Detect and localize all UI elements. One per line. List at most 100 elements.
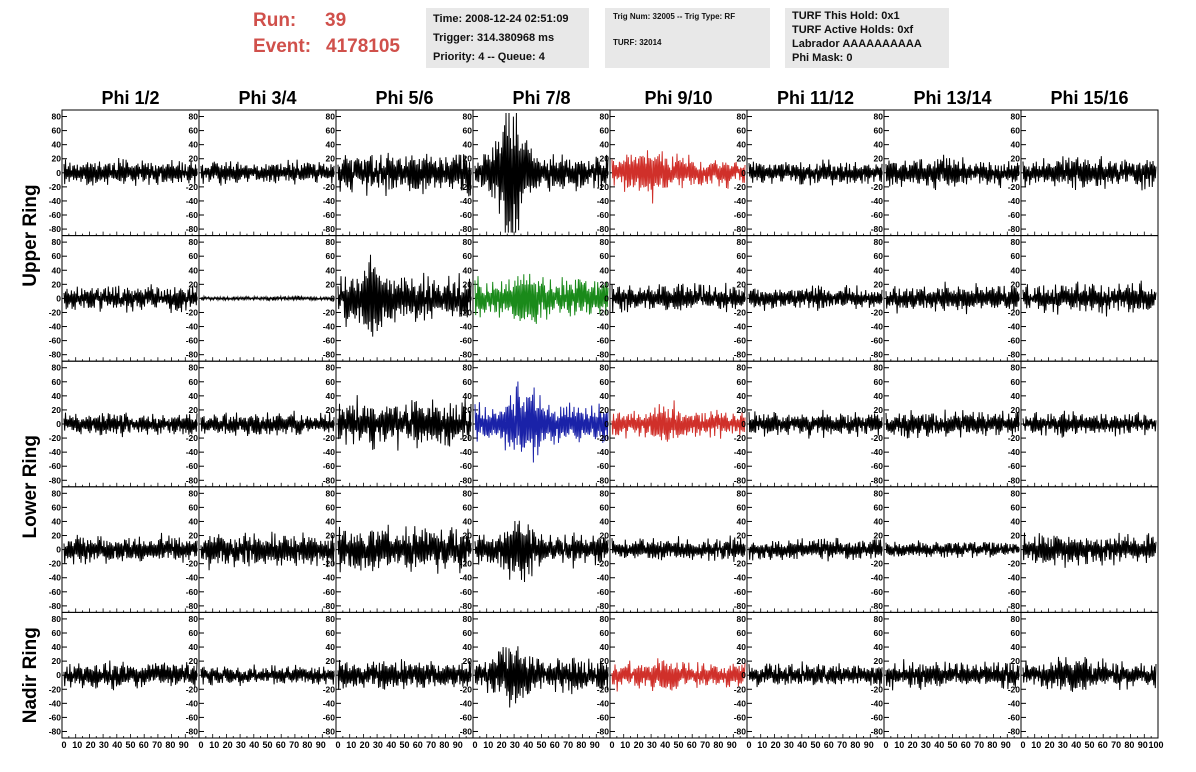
y-tick-label: 0	[741, 168, 746, 178]
y-tick-label: -40	[186, 573, 199, 583]
y-tick-label: 20	[52, 279, 62, 289]
y-tick-label: -20	[734, 182, 747, 192]
column-title: Phi 9/10	[644, 88, 712, 108]
y-tick-label: 60	[326, 628, 336, 638]
y-tick-label: 20	[463, 279, 473, 289]
x-tick-label: 90	[1138, 740, 1148, 750]
x-tick-label: 50	[262, 740, 272, 750]
y-tick-label: 80	[874, 112, 884, 122]
x-tick-label: 40	[386, 740, 396, 750]
y-tick-label: 60	[1011, 126, 1021, 136]
y-tick-label: -20	[49, 433, 62, 443]
y-tick-label: 40	[52, 642, 62, 652]
x-tick-label: 60	[961, 740, 971, 750]
y-tick-label: 0	[1015, 419, 1020, 429]
y-tick-label: -80	[186, 601, 199, 611]
y-tick-label: 0	[193, 670, 198, 680]
column-title: Phi 3/4	[238, 88, 296, 108]
x-tick-label: 10	[1031, 740, 1041, 750]
y-tick-label: 20	[737, 656, 747, 666]
y-tick-label: 60	[189, 502, 199, 512]
y-tick-label: -40	[323, 573, 336, 583]
y-tick-label: -20	[323, 684, 336, 694]
y-tick-label: 20	[737, 405, 747, 415]
waveform-normal	[200, 159, 335, 186]
y-tick-label: 20	[737, 531, 747, 541]
y-tick-label: 0	[1015, 545, 1020, 555]
waveform-normal	[748, 661, 883, 688]
x-tick-label: 80	[576, 740, 586, 750]
trigger-info-box: Trig Num: 32005 -- Trig Type: RF TURF: 3…	[605, 8, 770, 68]
y-tick-label: -60	[871, 210, 884, 220]
time-info-box: Time: 2008-12-24 02:51:09 Trigger: 314.3…	[426, 8, 589, 68]
x-tick-label: 70	[563, 740, 573, 750]
waveform-normal	[611, 282, 746, 313]
x-tick-label: 40	[797, 740, 807, 750]
y-tick-label: 20	[874, 154, 884, 164]
y-tick-label: 0	[467, 419, 472, 429]
waveform-normal	[748, 159, 883, 186]
waveform-normal	[1022, 156, 1157, 191]
x-tick-label: 0	[61, 740, 66, 750]
y-tick-label: 60	[874, 126, 884, 136]
y-tick-label: 80	[600, 488, 610, 498]
y-tick-label: 80	[874, 363, 884, 373]
y-tick-label: -60	[49, 336, 62, 346]
y-tick-label: 80	[52, 614, 62, 624]
y-tick-label: 80	[737, 112, 747, 122]
y-tick-label: 20	[52, 405, 62, 415]
x-tick-label: 90	[864, 740, 874, 750]
y-tick-label: 60	[737, 251, 747, 261]
x-tick-label: 10	[483, 740, 493, 750]
y-tick-label: -80	[734, 350, 747, 360]
y-tick-label: 0	[330, 168, 335, 178]
y-tick-label: 60	[326, 502, 336, 512]
y-tick-label: 20	[52, 154, 62, 164]
waveform-normal	[474, 112, 609, 233]
y-tick-label: -80	[734, 601, 747, 611]
x-tick-label: 60	[550, 740, 560, 750]
waveform-normal	[885, 659, 1020, 691]
x-tick-label: 80	[987, 740, 997, 750]
y-tick-label: 20	[1011, 656, 1021, 666]
y-tick-label: -60	[734, 461, 747, 471]
y-tick-label: -20	[1008, 684, 1021, 694]
y-tick-label: 0	[330, 293, 335, 303]
y-tick-label: -80	[323, 350, 336, 360]
y-tick-label: -20	[734, 433, 747, 443]
x-tick-label: 40	[112, 740, 122, 750]
y-tick-label: 0	[741, 419, 746, 429]
y-tick-label: 60	[1011, 628, 1021, 638]
y-tick-label: 60	[189, 377, 199, 387]
y-tick-label: 40	[1011, 642, 1021, 652]
x-tick-label: 60	[139, 740, 149, 750]
y-tick-label: -20	[597, 684, 610, 694]
y-tick-label: 40	[737, 265, 747, 275]
y-tick-label: 60	[874, 628, 884, 638]
y-tick-label: 80	[189, 488, 199, 498]
y-tick-label: 80	[326, 488, 336, 498]
y-tick-label: 80	[874, 614, 884, 624]
y-tick-label: -60	[871, 712, 884, 722]
y-tick-label: -60	[1008, 461, 1021, 471]
y-tick-label: 20	[874, 531, 884, 541]
y-tick-label: -60	[49, 461, 62, 471]
x-tick-label: 70	[289, 740, 299, 750]
y-tick-label: -20	[1008, 433, 1021, 443]
y-tick-label: 40	[463, 265, 473, 275]
y-tick-label: 80	[737, 614, 747, 624]
y-tick-label: 80	[1011, 614, 1021, 624]
waveform-normal	[200, 531, 335, 571]
x-tick-label: 20	[497, 740, 507, 750]
y-tick-label: -40	[597, 447, 610, 457]
y-tick-label: 0	[741, 670, 746, 680]
y-tick-label: 40	[463, 391, 473, 401]
y-tick-label: -60	[1008, 336, 1021, 346]
waveform-normal	[337, 254, 472, 337]
y-tick-label: 80	[463, 488, 473, 498]
y-tick-label: 80	[1011, 237, 1021, 247]
y-tick-label: -60	[871, 336, 884, 346]
y-tick-label: -60	[597, 712, 610, 722]
y-tick-label: -40	[1008, 447, 1021, 457]
y-tick-label: 20	[1011, 405, 1021, 415]
